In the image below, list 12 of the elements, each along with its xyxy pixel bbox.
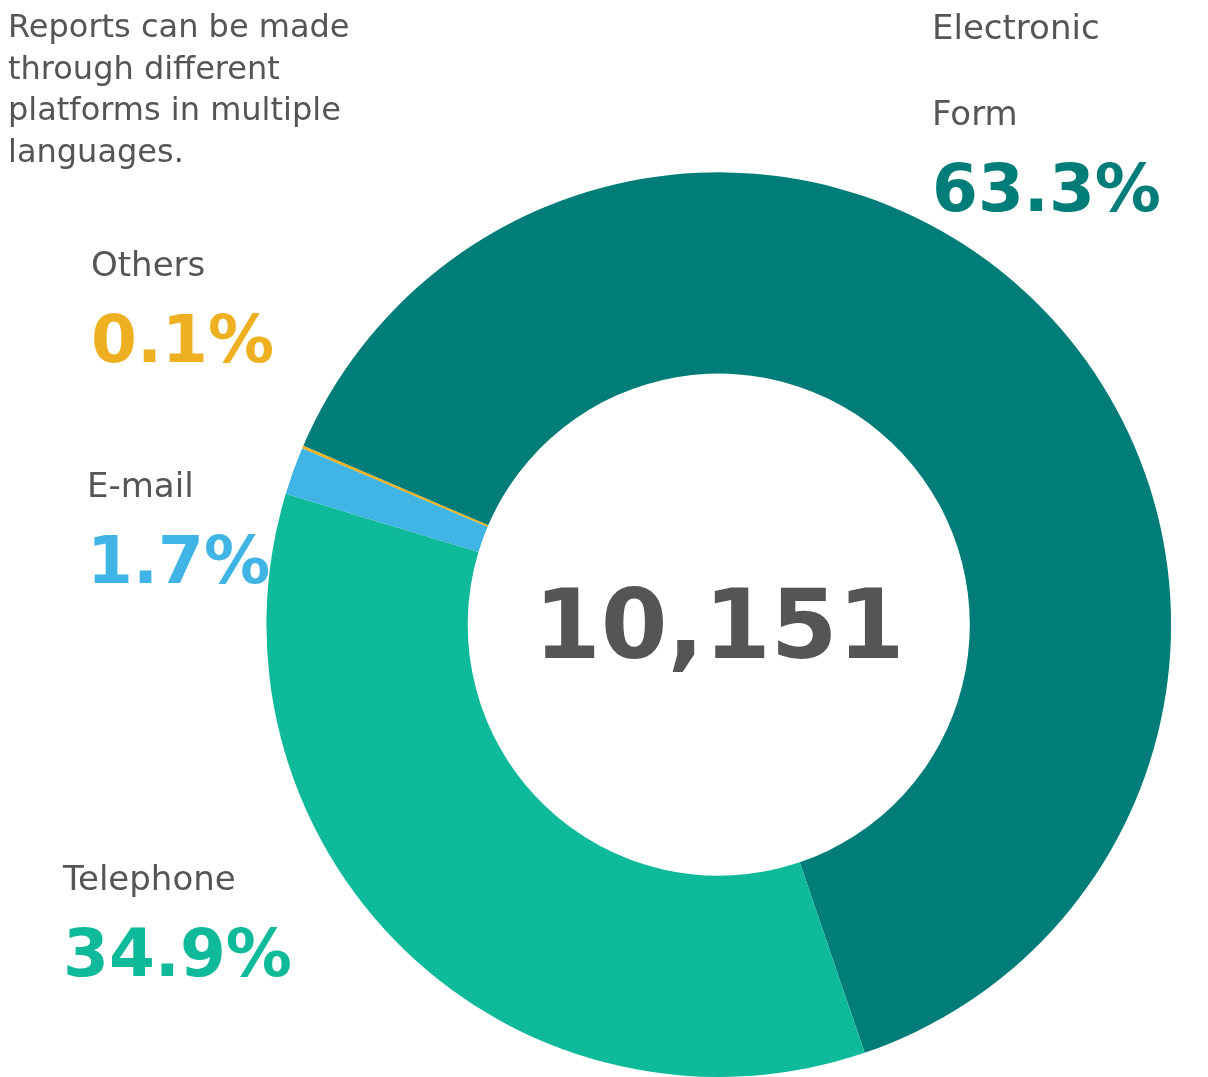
text: 10,151 <box>534 569 905 681</box>
slice-label: E-mail <box>87 465 194 505</box>
donut-slice <box>285 448 488 553</box>
data-label: 0.1% <box>91 300 275 378</box>
data-label: 63.3% <box>932 149 1161 227</box>
data-label: 34.9% <box>63 914 292 992</box>
data-label: 1.7% <box>87 521 271 599</box>
category-label: Electronic Form <box>932 7 1100 133</box>
donut-slice <box>302 445 489 527</box>
chart-title: Reports can be made through different platforms in multiple languages. <box>8 7 350 170</box>
slice-label: Telephone <box>62 858 236 898</box>
slice-label: Others <box>91 244 206 284</box>
